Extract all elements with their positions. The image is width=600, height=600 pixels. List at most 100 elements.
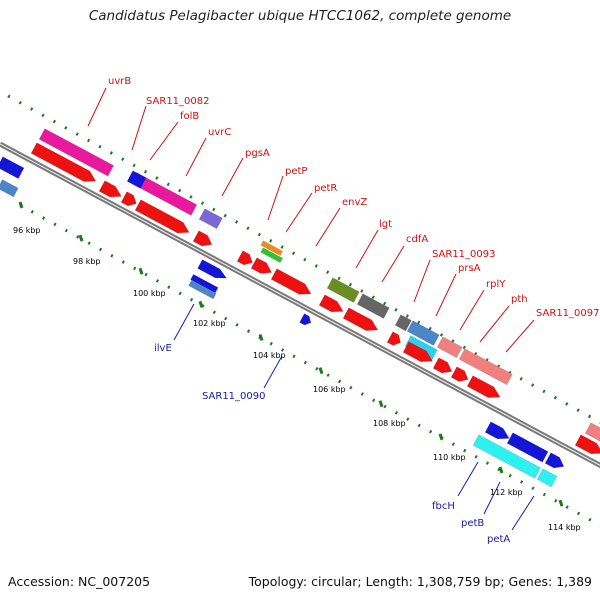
- gene-edge-blue-block[interactable]: [0, 156, 25, 180]
- callout-petR: [285, 192, 313, 233]
- gene-label-petB[interactable]: petB: [461, 518, 484, 529]
- gene-petB-cyan-block[interactable]: [472, 434, 541, 479]
- gene-label-pth[interactable]: pth: [511, 294, 528, 305]
- gene-petP-green-block[interactable]: [260, 247, 283, 263]
- callout-envZ: [315, 207, 341, 247]
- gene-label-pgsA[interactable]: pgsA: [245, 148, 270, 159]
- gene-lgt-block[interactable]: [356, 293, 390, 319]
- callout-rplY: [459, 289, 485, 331]
- callout-prsA: [435, 273, 457, 317]
- gene-label-SAR11_0090[interactable]: SAR11_0090: [202, 391, 266, 402]
- gene-cdfA-block[interactable]: [394, 314, 412, 332]
- gene-features: [0, 128, 600, 488]
- gene-envZ-block[interactable]: [326, 277, 360, 303]
- gene-label-petA[interactable]: petA: [487, 534, 510, 545]
- scale-label-104: 104 kbp: [253, 351, 286, 360]
- gene-label-petR[interactable]: petR: [314, 183, 337, 194]
- gene-red-arrow-3[interactable]: [120, 191, 139, 209]
- gene-label-prsA[interactable]: prsA: [458, 263, 481, 274]
- callout-petA: [511, 495, 535, 531]
- gene-SAR11_0093-block[interactable]: [406, 320, 440, 346]
- kbp-tick-marks: [18, 201, 564, 507]
- accession-text: Accession: NC_007205: [8, 574, 151, 589]
- kbp-tick-4: [258, 334, 264, 341]
- kbp-tick-7: [438, 433, 444, 441]
- callout-ilvE: [173, 303, 195, 341]
- kbp-tick-3: [198, 300, 204, 308]
- gene-label-SAR11_0093[interactable]: SAR11_0093: [432, 249, 496, 260]
- gene-red-arrow-11[interactable]: [386, 331, 403, 348]
- scale-label-102: 102 kbp: [193, 319, 226, 328]
- reverse-gene-labels: ilvE SAR11_0090 fbcH petB petA: [154, 343, 510, 545]
- callout-pgsA: [221, 157, 244, 197]
- gene-label-uvrC[interactable]: uvrC: [208, 127, 231, 138]
- gene-label-petP[interactable]: petP: [285, 166, 307, 177]
- gene-ilvE-blue-arrow[interactable]: [197, 259, 229, 283]
- gene-label-folB[interactable]: folB: [180, 111, 199, 122]
- scale-label-96: 96 kbp: [13, 226, 41, 235]
- gene-red-arrow-9[interactable]: [318, 294, 346, 317]
- forward-gene-labels: uvrB SAR11_0082 folB uvrC pgsA petP petR…: [108, 76, 600, 319]
- gene-ilvE-block[interactable]: [190, 273, 219, 294]
- kbp-tick-9: [558, 499, 564, 507]
- scale-label-114: 114 kbp: [548, 523, 581, 532]
- gene-petA-cyan-block[interactable]: [536, 468, 558, 488]
- gene-label-ilvE[interactable]: ilvE: [154, 343, 172, 354]
- gene-prsA-block[interactable]: [436, 336, 463, 359]
- gene-red-arrow-2[interactable]: [98, 180, 124, 202]
- gene-red-arrow-14[interactable]: [450, 366, 471, 385]
- gene-label-cdfA[interactable]: cdfA: [406, 234, 428, 245]
- gene-label-SAR11_0082[interactable]: SAR11_0082: [146, 96, 210, 107]
- kbp-tick-1: [78, 234, 84, 242]
- map-title: Candidatus Pelagibacter ubique HTCC1062,…: [88, 8, 512, 24]
- scale-labels: 96 kbp 98 kbp 100 kbp 102 kbp 104 kbp 10…: [13, 226, 581, 532]
- gene-uvrC-end-block[interactable]: [198, 208, 223, 230]
- callout-uvrB: [87, 87, 107, 127]
- gene-label-fbcH[interactable]: fbcH: [432, 501, 455, 512]
- backbone-highlight: [0, 143, 600, 467]
- callout-SAR11_0093: [413, 259, 431, 303]
- gene-red-arrow-12[interactable]: [402, 341, 435, 367]
- gene-label-lgt[interactable]: lgt: [379, 219, 392, 230]
- gene-red-arrow-5[interactable]: [192, 230, 215, 250]
- callout-uvrC: [185, 137, 207, 177]
- gene-edge-steelblue-block[interactable]: [0, 179, 19, 198]
- scale-label-112: 112 kbp: [490, 488, 523, 497]
- gene-SAR11_0090-arrow[interactable]: [299, 313, 314, 328]
- scale-label-108: 108 kbp: [373, 419, 406, 428]
- gene-label-SAR11_0097[interactable]: SAR11_0097: [536, 308, 600, 319]
- gene-red-arrow-16[interactable]: [574, 434, 600, 459]
- callout-SAR11_0090: [263, 355, 283, 389]
- gene-red-arrow-8[interactable]: [270, 268, 314, 299]
- gene-rplY-pth-block[interactable]: [458, 348, 513, 386]
- gene-petB-blue-block[interactable]: [506, 432, 549, 463]
- gene-petA-blue-arrow[interactable]: [484, 421, 512, 444]
- gene-uvrB-block[interactable]: [38, 128, 115, 177]
- kbp-tick-8: [498, 466, 504, 474]
- gene-label-envZ[interactable]: envZ: [342, 197, 367, 208]
- gene-label-uvrB[interactable]: uvrB: [108, 76, 131, 87]
- gene-red-arrow-1[interactable]: [30, 142, 98, 187]
- gene-red-arrow-10[interactable]: [342, 307, 380, 336]
- gene-red-arrow-13[interactable]: [432, 357, 455, 377]
- gene-ilvE-steel-block[interactable]: [188, 279, 217, 300]
- scale-label-106: 106 kbp: [313, 385, 346, 394]
- gene-petP-orange-block[interactable]: [260, 240, 283, 256]
- gene-red-arrow-6[interactable]: [236, 250, 255, 268]
- gene-red-arrow-7[interactable]: [250, 257, 274, 278]
- gene-folB-block[interactable]: [126, 170, 147, 189]
- gene-red-arrow-15[interactable]: [466, 375, 503, 403]
- gene-red-arrow-4[interactable]: [134, 199, 192, 238]
- callout-lgt: [355, 229, 379, 269]
- callout-petP: [267, 175, 284, 221]
- callout-SAR11_0097: [505, 319, 535, 353]
- gene-fbcH-blue-arrow[interactable]: [544, 452, 567, 472]
- callout-pth: [479, 305, 510, 343]
- scale-label-100: 100 kbp: [133, 289, 166, 298]
- genome-stats-text: Topology: circular; Length: 1,308,759 bp…: [248, 574, 592, 589]
- callout-fbcH: [457, 461, 479, 497]
- inner-dotted-ring: [19, 203, 600, 527]
- callout-folB: [149, 121, 179, 161]
- gene-label-rplY[interactable]: rplY: [486, 279, 506, 290]
